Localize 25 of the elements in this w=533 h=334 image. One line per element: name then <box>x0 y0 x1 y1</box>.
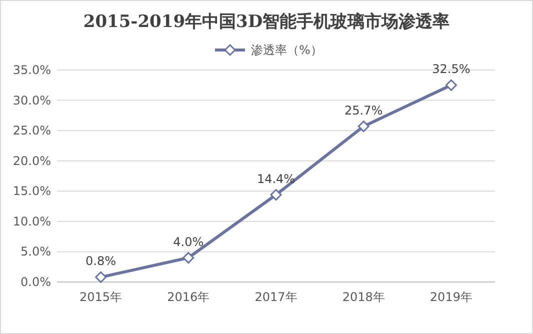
y-tick-label: 35.0% <box>12 63 51 77</box>
point <box>358 120 370 132</box>
x-tick-label: 2018年 <box>342 290 385 304</box>
x-tick-label: 2016年 <box>167 290 210 304</box>
y-tick-label: 20.0% <box>12 154 51 168</box>
y-tick-label: 0.0% <box>20 275 51 289</box>
x-tick-label: 2015年 <box>80 290 122 304</box>
data-label: 4.0% <box>173 234 204 249</box>
data-label: 25.7% <box>344 103 383 118</box>
x-tick-label: 2017年 <box>254 290 298 304</box>
data-label: 0.8% <box>86 254 116 268</box>
y-tick-label: 10.0% <box>12 214 51 228</box>
chart-title: 2015-2019年中国3D智能手机玻璃市场渗透率 <box>83 12 450 32</box>
point <box>445 79 457 91</box>
x-tick-label: 2019年 <box>430 290 472 304</box>
data-label: 14.4% <box>256 172 296 186</box>
y-tick-label: 25.0% <box>12 124 51 138</box>
y-tick-label: 5.0% <box>20 244 51 259</box>
legend-label: 渗透率（%） <box>251 43 322 57</box>
y-tick-label: 15.0% <box>12 184 51 198</box>
point <box>95 271 107 283</box>
data-label: 32.5% <box>432 62 470 76</box>
point <box>182 252 194 264</box>
y-tick-label: 30.0% <box>12 93 51 108</box>
point <box>270 189 282 201</box>
